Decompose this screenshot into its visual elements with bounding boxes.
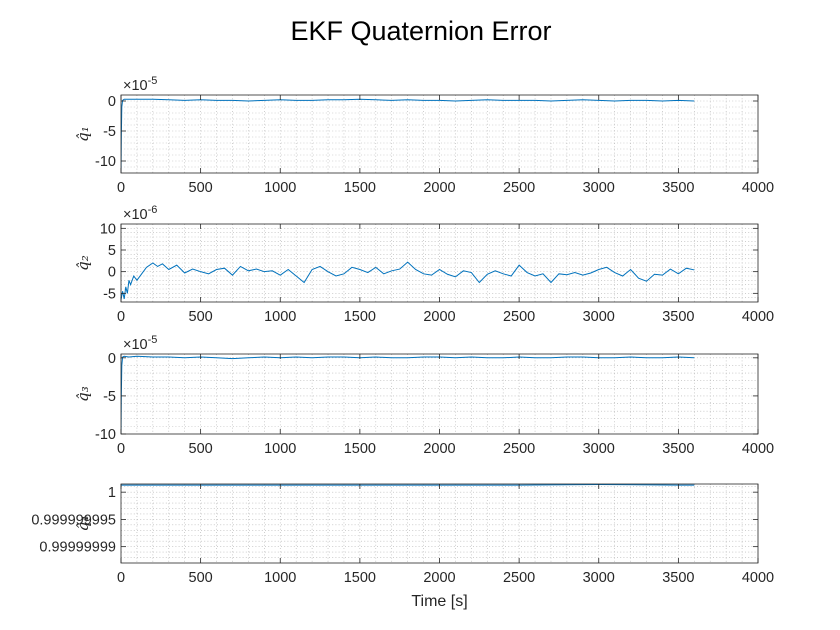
- y-tick-label: 0: [108, 351, 116, 367]
- x-tick-label: 1500: [344, 309, 376, 325]
- x-tick-label: 3500: [662, 180, 694, 196]
- x-tick-label: 1500: [344, 180, 376, 196]
- series-line-1: [121, 484, 695, 486]
- y-tick-label: -10: [95, 427, 116, 443]
- x-axis-label: Time [s]: [411, 593, 467, 610]
- x-tick-label: 1000: [264, 441, 296, 457]
- x-tick-label: 3000: [583, 570, 615, 586]
- x-tick-label: 0: [117, 309, 125, 325]
- y-tick-label: 0.99999999: [39, 540, 116, 556]
- y-exponent-power: -6: [148, 204, 158, 216]
- series-line-1: [121, 261, 695, 300]
- minor-grid: [121, 354, 758, 434]
- x-tick-label: 4000: [742, 180, 774, 196]
- series-line-1: [121, 355, 695, 434]
- x-tick-label: 2000: [423, 570, 455, 586]
- x-tick-label: 2000: [423, 441, 455, 457]
- subplot-panels: 0 500 1000 1500 2000 2500 3000 3500 4000-10-50×1…: [31, 75, 774, 610]
- x-tick-label: 1000: [264, 570, 296, 586]
- y-tick-label: -5: [103, 124, 116, 140]
- x-tick-label: 500: [189, 441, 213, 457]
- y-tick-label: 0.999999995: [31, 512, 116, 528]
- subplot-4: 0 500 1000 1500 2000 2500 3000 3500 4000 0.999999…: [31, 483, 774, 610]
- y-axis-label: q̂₄: [74, 516, 92, 532]
- x-tick-label: 500: [189, 570, 213, 586]
- x-tick-label: 3000: [583, 441, 615, 457]
- y-tick-label: 5: [108, 243, 116, 259]
- x-tick-label: 3500: [662, 309, 694, 325]
- x-tick-label: 0: [117, 570, 125, 586]
- minor-grid: [121, 95, 758, 173]
- x-tick-label: 2500: [503, 441, 535, 457]
- y-tick-label: 10: [100, 221, 116, 237]
- minor-grid: [121, 484, 758, 563]
- x-tick-label: 2000: [423, 180, 455, 196]
- x-tick-label: 0: [117, 441, 125, 457]
- y-exponent-label: ×10-5: [123, 334, 157, 353]
- y-axis-label: q̂₂: [74, 255, 92, 271]
- series-line-1: [121, 98, 695, 173]
- y-axis-label: q̂₁: [74, 126, 92, 142]
- y-exponent-power: -5: [148, 334, 158, 346]
- x-tick-label: 2500: [503, 309, 535, 325]
- subplot-1: 0 500 1000 1500 2000 2500 3000 3500 4000 -10 -5 0 ×1…: [74, 75, 774, 196]
- y-tick-label: 0: [108, 94, 116, 110]
- x-tick-label: 2500: [503, 180, 535, 196]
- y-axis-label: q̂₃: [74, 386, 92, 402]
- x-tick-label: 3000: [583, 180, 615, 196]
- y-tick-label: -10: [95, 154, 116, 170]
- x-tick-label: 2500: [503, 570, 535, 586]
- y-exponent-power: -5: [148, 75, 158, 87]
- y-tick-label: 1: [108, 485, 116, 501]
- y-tick-label: 0: [108, 265, 116, 281]
- x-tick-label: 1000: [264, 180, 296, 196]
- y-tick-label: -5: [103, 286, 116, 302]
- x-tick-label: 4000: [742, 441, 774, 457]
- x-tick-label: 3500: [662, 441, 694, 457]
- x-tick-label: 3000: [583, 309, 615, 325]
- x-tick-label: 4000: [742, 570, 774, 586]
- plot-area: [121, 484, 758, 563]
- x-tick-label: 1500: [344, 570, 376, 586]
- minor-grid: [121, 224, 758, 302]
- figure-title: EKF Quaternion Error: [290, 16, 551, 46]
- y-tick-label: -5: [103, 389, 116, 405]
- y-exponent-label: ×10-5: [123, 75, 157, 94]
- x-tick-label: 0: [117, 180, 125, 196]
- x-tick-label: 500: [189, 309, 213, 325]
- x-tick-label: 1500: [344, 441, 376, 457]
- x-tick-label: 2000: [423, 309, 455, 325]
- subplot-3: 0 500 1000 1500 2000 2500 3000 3500 4000 -10 -5 0 ×1…: [74, 334, 774, 457]
- subplot-2: 0 500 1000 1500 2000 2500 3000 3500 4000-50510×1…: [74, 204, 774, 325]
- y-exponent-label: ×10-6: [123, 204, 157, 223]
- x-tick-label: 3500: [662, 570, 694, 586]
- x-tick-label: 500: [189, 180, 213, 196]
- x-tick-label: 1000: [264, 309, 296, 325]
- x-tick-label: 4000: [742, 309, 774, 325]
